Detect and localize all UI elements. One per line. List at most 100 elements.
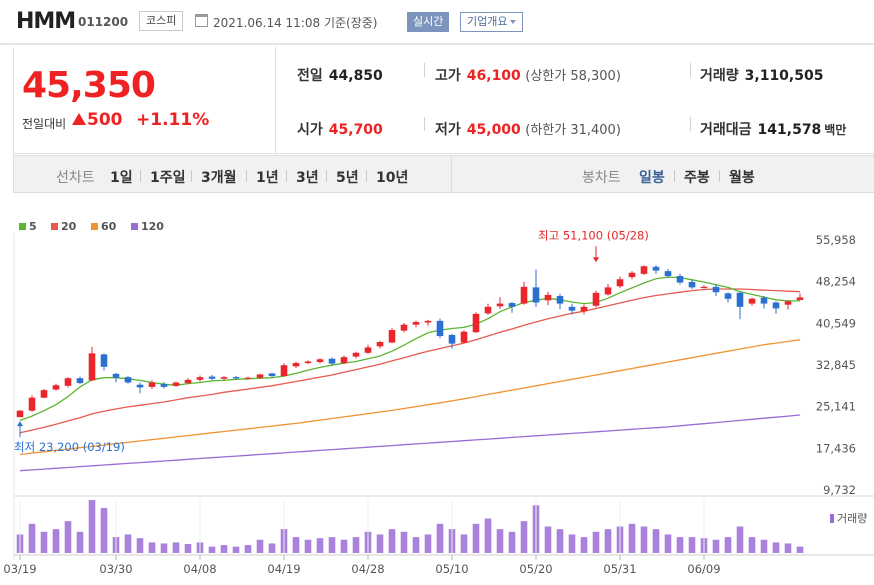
volume-value: 3,110,505 — [744, 68, 824, 84]
x-tick-label: 05/20 — [519, 562, 552, 576]
candle-body — [244, 377, 252, 379]
day-low: 저가 45,000 (하한가 31,400) — [435, 119, 621, 139]
candle-body — [148, 382, 156, 387]
candle-body — [532, 287, 540, 303]
candle-body — [280, 365, 288, 377]
tab-3years[interactable]: 3년 — [296, 170, 319, 186]
tab-1day[interactable]: 1일 — [110, 170, 133, 186]
candle-body — [412, 321, 420, 325]
volume-bar — [580, 537, 588, 553]
volume-bar — [292, 537, 300, 553]
quote-panel: 45,350 전일대비 500 +1.11% 전일 44,850 고가 46,100… — [13, 47, 874, 154]
change-value: 500 — [72, 110, 123, 130]
volume-bar — [328, 537, 336, 553]
amount-value: 141,578 — [757, 122, 822, 138]
tab-daily[interactable]: 일봉 — [639, 170, 665, 186]
volume-bar — [796, 546, 804, 553]
high-value: 46,100 — [466, 68, 521, 84]
candle-body — [292, 363, 300, 367]
divider — [286, 170, 287, 182]
candle-body — [736, 292, 744, 307]
tab-3months[interactable]: 3개월 — [201, 170, 237, 186]
x-axis: 03/19 03/30 04/08 04/19 04/28 05/10 05/20 05/31… — [3, 500, 721, 576]
y-tick-label: 48,254 — [816, 275, 856, 289]
volume-label: 거래량 — [700, 68, 739, 84]
candle-body — [136, 384, 144, 388]
line-chart-title: 선차트 — [56, 170, 95, 186]
volume-bar — [412, 537, 420, 553]
candle-body — [616, 279, 624, 287]
volume-bar — [244, 545, 252, 553]
company-profile-button[interactable]: 기업개요 — [460, 12, 524, 32]
legend-swatch — [19, 223, 26, 230]
volume-bar — [544, 526, 552, 553]
volume-bar — [628, 523, 636, 553]
volume-bar — [172, 542, 180, 553]
ma20-line — [19, 288, 801, 434]
candle-body — [580, 306, 588, 312]
volume-bar — [232, 546, 240, 553]
realtime-button[interactable]: 실시간 — [407, 12, 450, 32]
candle-body — [340, 357, 348, 364]
volume-bar — [388, 529, 396, 553]
tab-5years[interactable]: 5년 — [336, 170, 359, 186]
volume-bar — [676, 537, 684, 553]
legend-label: 120 — [141, 220, 164, 233]
candle-body — [700, 286, 708, 289]
candle-body — [568, 306, 576, 311]
volume-bar — [52, 529, 60, 553]
volume-bar — [724, 537, 732, 553]
candle-body — [664, 271, 672, 277]
volume-bar — [712, 539, 720, 553]
legend-label: 20 — [61, 220, 77, 233]
divider — [424, 117, 425, 131]
candle-body — [604, 287, 612, 295]
annotations: 최고 51,100 (05/28) 최저 23,200 (03/19) — [14, 228, 649, 454]
volume-bar — [748, 537, 756, 553]
candle-body — [640, 266, 648, 274]
ma5-line — [19, 276, 800, 422]
day-high: 고가 46,100 (상한가 58,300) — [435, 65, 621, 85]
candle-body — [652, 266, 660, 271]
volume-bar — [304, 539, 312, 553]
candle-body — [688, 281, 696, 288]
divider — [140, 170, 141, 182]
volume-bar — [64, 521, 72, 553]
quote-datetime: 2021.06.14 11:08 기준(장중) — [213, 14, 377, 31]
company-profile-label: 기업개요 — [467, 15, 508, 28]
prev-close: 전일 44,850 — [297, 65, 383, 85]
tab-weekly[interactable]: 주봉 — [684, 170, 710, 186]
volume-bar — [256, 539, 264, 553]
divider — [326, 170, 327, 182]
price-box: 45,350 전일대비 500 +1.11% — [14, 47, 276, 153]
lower-limit: (하한가 31,400) — [525, 123, 621, 138]
candle-body — [220, 377, 228, 379]
change-label: 전일대비 — [22, 117, 67, 131]
candle-body — [352, 352, 360, 357]
divider — [674, 170, 675, 182]
tab-1year[interactable]: 1년 — [256, 170, 279, 186]
tab-10years[interactable]: 10년 — [376, 170, 409, 186]
volume-bar — [472, 523, 480, 553]
low-value: 45,000 — [466, 122, 521, 138]
tab-monthly[interactable]: 월봉 — [729, 170, 755, 186]
volume-bar — [100, 507, 108, 553]
volume-bar — [508, 531, 516, 553]
candle-body — [364, 347, 372, 353]
candle-body — [460, 331, 468, 343]
chart-frame — [13, 233, 874, 560]
candle-body — [316, 359, 324, 362]
chevron-down-icon — [510, 20, 517, 24]
x-tick-label: 04/28 — [351, 562, 384, 576]
amount-label: 거래대금 — [700, 122, 752, 138]
tab-1week[interactable]: 1주일 — [150, 170, 186, 186]
open-label: 시가 — [297, 122, 323, 138]
candle-body — [88, 353, 96, 381]
legend-swatch — [91, 223, 98, 230]
volume-legend-swatch — [830, 514, 834, 523]
x-tick-label: 03/19 — [3, 562, 36, 576]
legend-swatch — [51, 223, 58, 230]
volume-bar — [400, 531, 408, 553]
candle-body — [796, 297, 804, 301]
candle-body — [328, 358, 336, 364]
